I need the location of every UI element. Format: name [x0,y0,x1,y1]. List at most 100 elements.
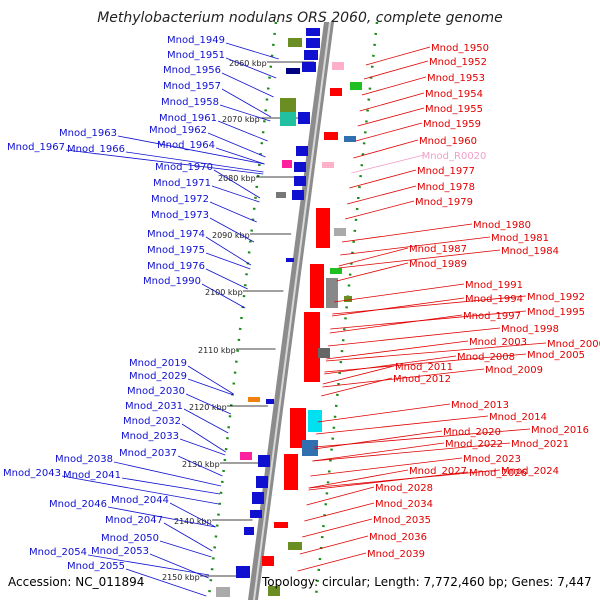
backbone-highlight [253,21,331,600]
gene-feature [306,38,320,48]
gene-feature [304,50,318,60]
gene-feature [286,258,294,262]
left-gene-label: Mnod_2044 [111,495,169,506]
right-gene-label: Mnod_2013 [451,400,509,411]
kbp-tick-label: 2070 kbp [222,115,260,124]
right-label-connector [314,430,443,450]
left-gene-label: Mnod_2038 [55,454,113,465]
gene-feature [248,397,260,402]
gene-feature [250,510,262,518]
left-label-connector [215,147,265,165]
right-gene-label: Mnod_1953 [427,73,485,84]
gene-feature [244,527,254,535]
gene-feature [294,162,306,172]
right-gene-label: Mnod_2026 [469,468,527,479]
right-gene-label: Mnod_2000 [547,339,600,350]
gene-feature [282,160,292,168]
left-gene-label: Mnod_1958 [161,97,219,108]
left-label-connector [205,236,252,266]
right-gene-label: Mnod_1991 [465,280,523,291]
gene-feature [294,176,306,186]
left-label-connector [113,461,222,487]
gene-feature [334,228,346,236]
left-label-connector [117,135,265,165]
right-gene-label: Mnod_1989 [409,259,467,270]
right-gene-label: Mnod_2003 [469,337,527,348]
gene-feature [316,208,330,248]
left-gene-label: Mnod_2043 [3,468,61,479]
left-label-connector [65,149,264,175]
left-label-connector [169,502,216,528]
left-label-connector [159,540,212,558]
right-gene-label: Mnod_1980 [473,220,531,231]
gene-feature [296,146,308,156]
gene-feature [266,399,274,404]
gene-feature [332,62,344,70]
left-gene-label: Mnod_2029 [129,371,187,382]
gene-feature [330,88,342,96]
kbp-tick-label: 2100 kbp [205,288,243,297]
right-gene-label: Mnod_2012 [393,374,451,385]
left-gene-label: Mnod_1975 [147,245,205,256]
gene-feature [290,408,306,448]
right-label-connector [312,442,511,462]
gene-feature [252,492,264,504]
gene-feature [302,440,318,456]
map-title: Methylobacterium nodulans ORS 2060, comp… [97,10,503,26]
right-label-connector [357,107,425,127]
left-label-connector [107,506,216,528]
right-gene-label: Mnod_2014 [489,412,547,423]
left-label-connector [163,522,213,552]
right-gene-label: Mnod_1992 [527,292,585,303]
left-gene-label: Mnod_1963 [59,128,117,139]
right-label-connector [338,249,501,269]
kbp-tick-label: 2090 kbp [212,231,250,240]
right-gene-label: Mnod_1954 [425,89,483,100]
right-label-connector [310,457,463,477]
gene-feature [236,566,250,578]
left-gene-label: Mnod_1951 [167,50,225,61]
left-gene-label: Mnod_1970 [155,162,213,173]
gene-feature [310,264,324,308]
left-label-connector [213,169,261,199]
right-label-connector [321,377,393,397]
right-label-connector [316,415,489,435]
right-label-connector [324,355,457,375]
right-gene-label: Mnod_2035 [373,515,431,526]
left-gene-label: Mnod_1956 [163,65,221,76]
right-gene-label: Mnod_2005 [527,350,585,361]
right-label-connector [304,502,375,522]
right-gene-label: Mnod_1998 [501,324,559,335]
right-gene-label: Mnod_1960 [419,136,477,147]
left-label-connector [149,553,209,579]
left-gene-label: Mnod_2037 [119,448,177,459]
right-label-connector [308,469,409,489]
right-label-connector [333,283,465,303]
right-gene-label: Mnod_2009 [485,365,543,376]
right-label-connector [363,60,429,80]
left-gene-label: Mnod_2030 [127,386,185,397]
left-label-connector [211,185,260,203]
gene-feature [258,455,270,467]
left-gene-label: Mnod_1966 [67,144,125,155]
right-gene-label: Mnod_1952 [429,57,487,68]
left-label-connector [209,201,257,223]
left-label-connector [179,438,226,456]
right-gene-label: Mnod_1997 [463,311,521,322]
left-gene-label: Mnod_1961 [159,113,217,124]
gene-feature [288,542,302,550]
right-gene-label: Mnod_2023 [463,454,521,465]
right-gene-label: Mnod_1994 [465,294,523,305]
left-gene-label: Mnod_1949 [167,35,225,46]
right-gene-label: Mnod_2034 [375,499,433,510]
left-gene-label: Mnod_2032 [123,416,181,427]
gene-feature [256,476,268,488]
left-label-connector [187,365,234,395]
right-label-connector [365,46,431,66]
left-gene-label: Mnod_2046 [49,499,107,510]
right-label-connector [332,295,527,315]
left-label-connector [87,554,210,576]
gene-feature [308,410,322,432]
right-gene-label: Mnod_2022 [445,439,503,450]
